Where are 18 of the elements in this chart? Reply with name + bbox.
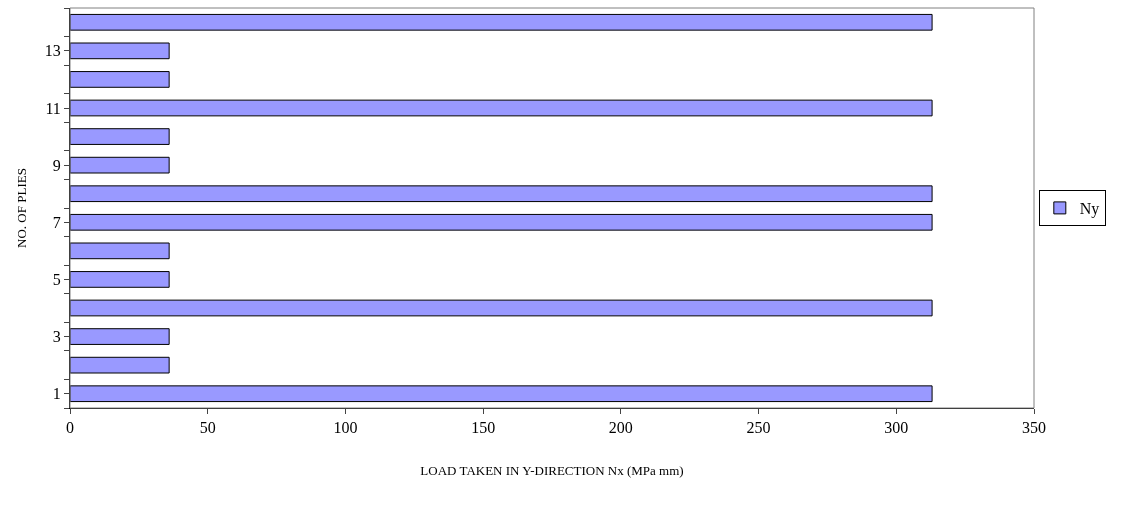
y-tick-label: 5 — [52, 271, 61, 289]
x-axis-title: LOAD TAKEN IN Y-DIRECTION Nx (MPa mm) — [420, 462, 684, 478]
x-tick-label: 0 — [66, 419, 74, 437]
x-tick-label: 100 — [333, 419, 358, 437]
x-tick-label: 150 — [471, 419, 496, 437]
y-tick-label: 3 — [52, 328, 61, 346]
y-tick-label: 13 — [44, 42, 61, 60]
y-tick-label: 11 — [45, 99, 61, 117]
x-tick-label: 300 — [884, 419, 909, 437]
y-axis-title: NO. OF PLIES — [13, 168, 29, 248]
x-tick-label: 250 — [746, 419, 771, 437]
y-tick-label: 9 — [52, 156, 61, 174]
y-tick-label: 1 — [52, 385, 61, 403]
x-tick-label: 350 — [1022, 419, 1046, 437]
legend-label: Ny — [1079, 200, 1100, 219]
x-tick-label: 200 — [608, 419, 633, 437]
x-tick-label: 50 — [199, 419, 216, 437]
y-tick-label: 7 — [52, 213, 61, 231]
